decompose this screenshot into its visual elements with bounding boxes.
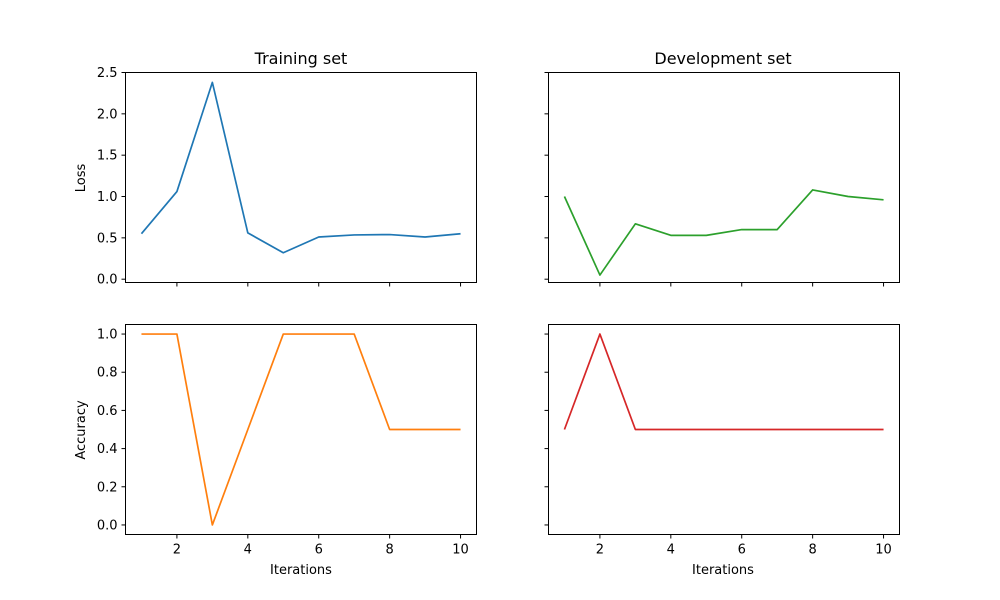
y-axis-label: Accuracy: [74, 400, 89, 460]
panel-training-loss: Training set Loss 0.0 0.5 1.0 1.5 2.0 2.5: [74, 49, 477, 288]
y-tick-label: 0.0: [97, 273, 118, 288]
x-tick-label: 4: [244, 543, 252, 558]
x-axis-label: Iterations: [270, 563, 332, 578]
y-tick-label: 0.8: [97, 366, 118, 381]
series-line: [141, 333, 461, 526]
y-tick-label: 0.2: [97, 480, 118, 495]
x-tick-label: 10: [452, 543, 469, 558]
panel-title: Training set: [254, 49, 348, 68]
y-tick-label: 2.0: [97, 107, 118, 122]
plot-frame: [125, 324, 477, 535]
x-tick-label: 4: [667, 543, 675, 558]
y-tick-label: 1.0: [97, 328, 118, 343]
series-line: [140, 81, 461, 254]
x-tick-label: 6: [738, 543, 746, 558]
panel-development-loss: Development set: [544, 49, 900, 287]
series-line: [563, 333, 884, 431]
x-tick-label: 8: [808, 543, 816, 558]
panel-title: Development set: [654, 49, 791, 68]
x-tick-label: 6: [315, 543, 323, 558]
x-tick-label: 10: [875, 543, 892, 558]
y-tick-label: 1.0: [97, 190, 118, 205]
plot-frame: [548, 72, 900, 283]
panel-training-accuracy: Accuracy Iterations 2 4 6 8 10 0.0 0.2 0.4 0.6 0.…: [74, 324, 477, 578]
y-tick-label: 0.4: [97, 442, 118, 457]
x-tick-label: 2: [596, 543, 604, 558]
plot-frame: [548, 324, 900, 535]
y-axis-label: Loss: [74, 164, 89, 193]
y-tick-label: 0.5: [97, 231, 118, 246]
y-tick-label: 1.5: [97, 149, 118, 164]
panel-development-accuracy: Iterations 2 4 6 8 10: [544, 324, 900, 578]
series-line: [563, 189, 884, 276]
plot-frame: [125, 72, 477, 283]
x-tick-label: 8: [385, 543, 393, 558]
y-tick-label: 2.5: [97, 66, 118, 81]
x-axis-label: Iterations: [692, 563, 754, 578]
y-tick-label: 0.6: [97, 404, 118, 419]
y-tick-label: 0.0: [97, 518, 118, 533]
x-tick-label: 2: [173, 543, 181, 558]
